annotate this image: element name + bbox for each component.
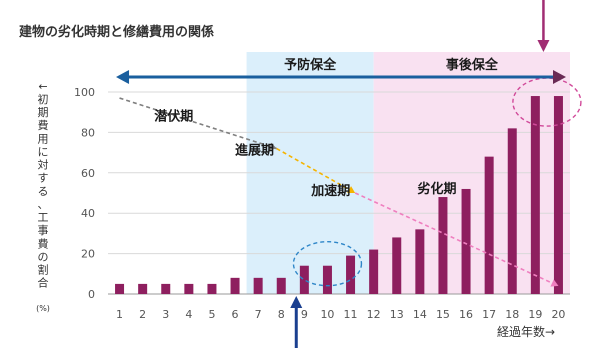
bar-year-15 xyxy=(438,197,448,294)
chart-title: 建物の劣化時期と修繕費用の関係 xyxy=(19,24,214,40)
arrow-head-left xyxy=(116,70,130,84)
bar-year-5 xyxy=(207,283,217,294)
y-tick-layer: 0 20 40 60 80 100 xyxy=(74,86,95,301)
bar-year-18 xyxy=(507,128,517,294)
x-tick-label-6: 6 xyxy=(232,308,239,321)
bar-year-19 xyxy=(530,96,540,294)
phase-line-3 xyxy=(354,192,559,287)
x-tick-label-12: 12 xyxy=(367,308,381,321)
region-label-layer: 予防保全 事後保全 xyxy=(284,57,499,73)
y-tick-label-0: 0 xyxy=(88,288,95,301)
y-tick-label-20: 20 xyxy=(81,248,95,261)
y-axis-label-char: る xyxy=(38,185,49,198)
y-axis-label-char: 、 xyxy=(38,198,49,211)
phase-arrowhead-1 xyxy=(268,142,277,151)
bar-year-3 xyxy=(161,283,171,294)
x-tick-label-8: 8 xyxy=(278,308,285,321)
x-tick-label-11: 11 xyxy=(344,308,358,321)
x-tick-label-15: 15 xyxy=(436,308,450,321)
x-tick-label-17: 17 xyxy=(482,308,496,321)
y-axis-label-char: す xyxy=(38,172,49,185)
phase-arrowhead-2 xyxy=(347,186,356,194)
y-axis-label-char: 初 xyxy=(38,92,49,106)
bar-year-20 xyxy=(553,96,563,294)
phase-label-3: 加速期 xyxy=(310,183,350,199)
x-tick-label-13: 13 xyxy=(390,308,404,321)
bar-year-2 xyxy=(138,283,148,294)
y-axis-label-char: 費 xyxy=(38,236,49,250)
bar-year-11 xyxy=(346,255,356,294)
y-axis-label-char: に xyxy=(38,145,49,158)
maintenance-arrow xyxy=(116,70,566,84)
y-axis-label-char: ← xyxy=(38,80,47,93)
y-tick-label-80: 80 xyxy=(81,126,95,139)
x-tick-label-2: 2 xyxy=(139,308,146,321)
y-axis-label-char: 期 xyxy=(38,106,49,119)
phase-line-2 xyxy=(276,147,356,194)
pointer-layer xyxy=(290,0,550,348)
highlight-ellipse-2 xyxy=(512,77,582,127)
y-axis-label-char: 割 xyxy=(38,263,49,277)
pointer-head-2 xyxy=(537,40,550,52)
y-axis-label-char: 合 xyxy=(38,276,49,290)
pointer-head-1 xyxy=(290,296,303,308)
bar-year-12 xyxy=(369,249,379,294)
x-tick-label-19: 19 xyxy=(528,308,542,321)
bar-year-4 xyxy=(184,283,194,294)
x-tick-layer: 1 2 3 4 5 6 7 8 9 10 11 12 13 14 15 16 17 18 19 20 xyxy=(116,308,565,321)
x-tick-label-5: 5 xyxy=(208,308,215,321)
y-axis-label-char: 工 xyxy=(38,211,49,224)
x-tick-label-9: 9 xyxy=(301,308,308,321)
x-tick-label-4: 4 xyxy=(185,308,192,321)
x-tick-label-20: 20 xyxy=(551,308,565,321)
bar-year-7 xyxy=(253,277,263,294)
x-tick-label-3: 3 xyxy=(162,308,169,321)
y-axis-label-char: 事 xyxy=(38,224,49,237)
x-tick-label-16: 16 xyxy=(459,308,473,321)
phase-label-4: 劣化期 xyxy=(418,181,457,197)
bar-year-14 xyxy=(415,229,425,294)
bar-year-13 xyxy=(392,237,402,294)
bar-year-1 xyxy=(115,283,125,294)
phase-arrowhead-3 xyxy=(550,279,559,287)
x-tick-label-10: 10 xyxy=(320,308,334,321)
phase-label-2: 進展期 xyxy=(235,143,274,159)
y-tick-label-60: 60 xyxy=(81,167,95,180)
y-tick-label-100: 100 xyxy=(74,86,95,99)
bar-year-8 xyxy=(276,277,286,294)
x-tick-label-14: 14 xyxy=(413,308,427,321)
y-axis-unit: (%) xyxy=(36,304,50,313)
bar-year-10 xyxy=(322,265,332,294)
bar-year-16 xyxy=(461,188,471,294)
y-axis-label-char: 用 xyxy=(38,132,49,145)
arrow-head-right xyxy=(553,70,566,84)
y-tick-label-40: 40 xyxy=(81,207,95,220)
x-tick-label-18: 18 xyxy=(505,308,519,321)
highlight-ellipse-1 xyxy=(292,241,363,287)
y-axis-label-char: 費 xyxy=(38,118,49,132)
highlight-layer xyxy=(292,77,582,287)
x-tick-label-7: 7 xyxy=(255,308,262,321)
x-axis-label: 経過年数→ xyxy=(497,324,555,339)
region-label-1: 予防保全 xyxy=(284,57,337,73)
y-axis-label-char: の xyxy=(38,250,49,263)
region-label-2: 事後保全 xyxy=(446,57,499,73)
bar-layer xyxy=(115,96,563,294)
phase-label-1: 潜伏期 xyxy=(154,108,193,124)
bar-year-17 xyxy=(484,156,494,294)
x-tick-label-1: 1 xyxy=(116,308,123,321)
bar-year-9 xyxy=(299,265,309,294)
phase-line-layer xyxy=(119,97,559,287)
bar-year-6 xyxy=(230,277,240,294)
y-axis-label-char: 対 xyxy=(38,158,49,172)
